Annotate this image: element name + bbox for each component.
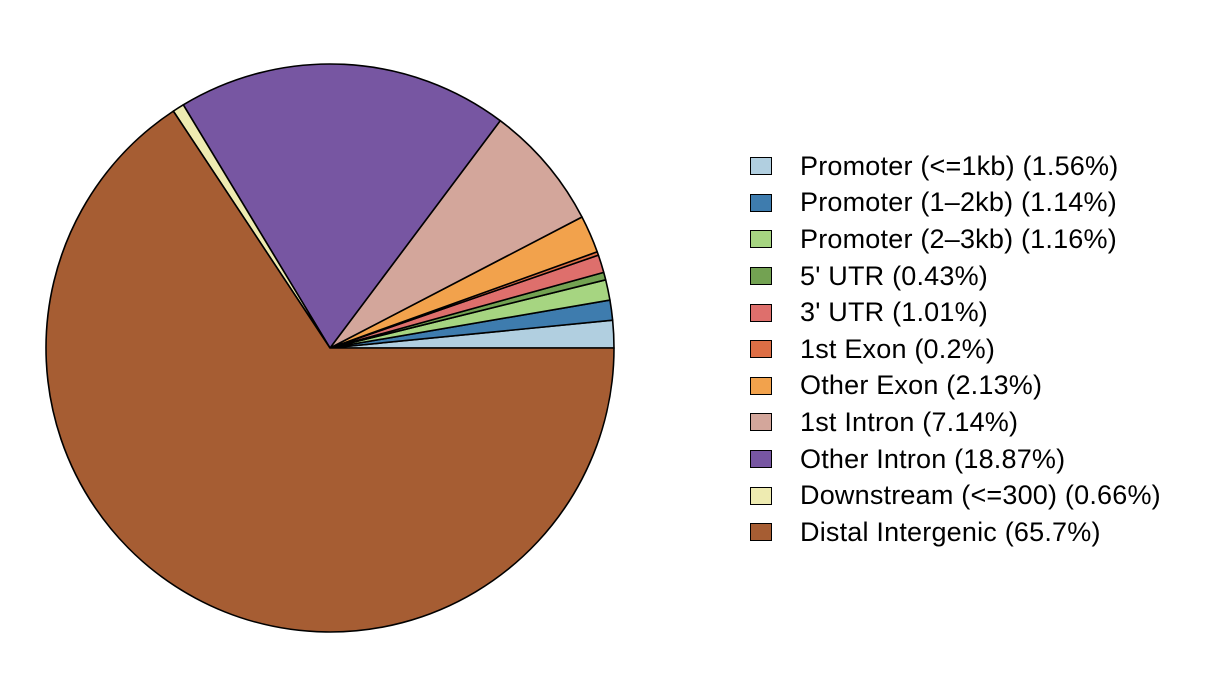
legend-swatch xyxy=(750,450,772,469)
legend-swatch xyxy=(750,486,772,505)
pie-slices xyxy=(45,63,615,633)
legend-label: 1st Exon (0.2%) xyxy=(800,333,996,364)
legend-swatch xyxy=(750,157,772,176)
legend-item: Other Exon (2.13%) xyxy=(750,368,1161,405)
legend-swatch xyxy=(750,303,772,322)
legend-label: Other Exon (2.13%) xyxy=(800,370,1043,401)
legend: Promoter (<=1kb) (1.56%) Promoter (1–2kb)… xyxy=(750,148,1161,551)
legend-swatch xyxy=(750,413,772,432)
pie-slice-distal-intergenic xyxy=(45,110,615,633)
legend-label: 3' UTR (1.01%) xyxy=(800,297,989,328)
legend-swatch xyxy=(750,523,772,542)
legend-swatch xyxy=(750,376,772,395)
legend-item: 1st Exon (0.2%) xyxy=(750,331,1161,368)
legend-label: 5' UTR (0.43%) xyxy=(800,260,989,291)
legend-item: Downstream (<=300) (0.66%) xyxy=(750,477,1161,514)
legend-label: Downstream (<=300) (0.66%) xyxy=(800,480,1161,511)
legend-swatch xyxy=(750,230,772,249)
pie-slice-1st-intron xyxy=(329,119,583,349)
legend-swatch xyxy=(750,193,772,212)
legend-item: Promoter (<=1kb) (1.56%) xyxy=(750,148,1161,185)
legend-item: Distal Intergenic (65.7%) xyxy=(750,514,1161,551)
legend-item: 3' UTR (1.01%) xyxy=(750,294,1161,331)
legend-label: Promoter (1–2kb) (1.14%) xyxy=(800,187,1117,218)
legend-label: Distal Intergenic (65.7%) xyxy=(800,516,1101,547)
legend-item: Promoter (1–2kb) (1.14%) xyxy=(750,185,1161,222)
legend-label: 1st Intron (7.14%) xyxy=(800,406,1019,437)
legend-item: Promoter (2–3kb) (1.16%) xyxy=(750,221,1161,258)
legend-swatch xyxy=(750,267,772,286)
legend-item: 1st Intron (7.14%) xyxy=(750,404,1161,441)
legend-label: Promoter (2–3kb) (1.16%) xyxy=(800,223,1117,254)
pie-slice-other-intron xyxy=(182,63,502,349)
legend-item: Other Intron (18.87%) xyxy=(750,441,1161,478)
legend-label: Promoter (<=1kb) (1.56%) xyxy=(800,150,1119,181)
legend-label: Other Intron (18.87%) xyxy=(800,443,1066,474)
legend-swatch xyxy=(750,340,772,359)
legend-item: 5' UTR (0.43%) xyxy=(750,258,1161,295)
